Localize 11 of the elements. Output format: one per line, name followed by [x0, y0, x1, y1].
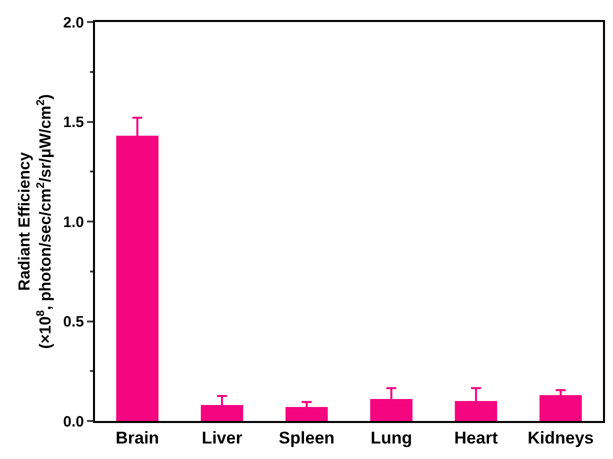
y-tick-label: 2.0 [63, 14, 84, 32]
y-tick-label: 0.5 [63, 314, 84, 330]
y-tick-label: 1.5 [63, 114, 84, 131]
x-tick-label: Spleen [278, 428, 335, 448]
x-tick-label: Heart [454, 428, 498, 448]
x-tick-label: Kidneys [528, 428, 594, 448]
x-tick-label: Liver [202, 428, 243, 448]
x-tick-label: Brain [116, 428, 160, 448]
x-tick-label: Lung [370, 428, 412, 448]
y-tick-label: 1.0 [63, 214, 84, 231]
y-tick-label: 0.0 [63, 413, 84, 430]
